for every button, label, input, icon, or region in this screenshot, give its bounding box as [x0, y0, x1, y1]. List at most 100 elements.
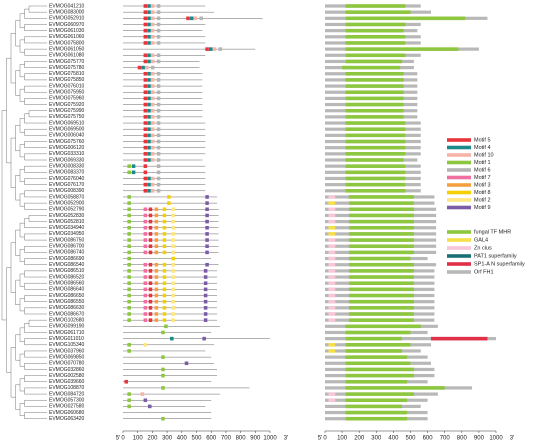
domain — [345, 324, 421, 329]
motif — [127, 238, 131, 242]
motif — [156, 170, 161, 175]
gene-name: EVMOG052900 — [49, 200, 85, 206]
gene-name: EVMOG032860 — [49, 367, 85, 373]
motif — [143, 158, 148, 162]
motif — [143, 22, 148, 27]
gene-name: EVMOG075850 — [49, 77, 85, 83]
motif — [171, 244, 176, 249]
axis-tick-label: 1000 — [263, 436, 277, 442]
legend-swatch — [447, 246, 471, 250]
motif — [127, 232, 131, 236]
motif — [171, 238, 176, 242]
motif — [127, 299, 131, 304]
motif — [205, 201, 209, 205]
motif — [147, 127, 151, 131]
gene-name: EVMOG086650 — [49, 293, 85, 299]
motif — [150, 145, 155, 150]
domain — [348, 275, 414, 279]
motif — [148, 213, 153, 218]
axis-tick-label: 200 — [147, 436, 158, 442]
gene-name: EVMOG075760 — [49, 139, 85, 145]
motif — [205, 219, 209, 224]
motif — [156, 28, 161, 33]
domain — [345, 416, 408, 421]
motif — [147, 133, 151, 138]
motif — [127, 312, 131, 316]
legend-label: Motif 9 — [474, 205, 491, 211]
motif — [203, 275, 208, 279]
legend-label: Motif 2 — [474, 197, 491, 203]
axis-tick-label: 1000 — [489, 436, 503, 442]
domain — [345, 71, 404, 76]
motif — [143, 176, 148, 181]
domain — [348, 262, 414, 267]
domain — [328, 207, 336, 212]
legend-swatch — [447, 190, 471, 195]
motif — [143, 207, 148, 212]
motif — [143, 35, 148, 39]
legend-label: Motif 3 — [474, 182, 491, 188]
domain — [345, 176, 406, 181]
motif — [143, 115, 148, 119]
motif — [147, 145, 151, 150]
domain — [345, 139, 406, 144]
domain — [345, 410, 408, 415]
gene-name: EVMOG061030 — [49, 28, 85, 34]
motif — [150, 90, 155, 95]
motif — [143, 59, 148, 64]
axis-end-label: 3' — [284, 436, 288, 442]
gene-name: EVMOG086550 — [49, 299, 85, 305]
motif — [162, 312, 167, 316]
domain — [348, 250, 414, 255]
axis-tick-label: 600 — [206, 436, 217, 442]
motif — [161, 416, 165, 421]
gene-name: EVMOG041210 — [49, 3, 85, 9]
motif — [154, 232, 159, 236]
motif — [171, 312, 176, 316]
motif — [143, 133, 148, 138]
motif — [150, 152, 155, 156]
gene-name: EVMOG086510 — [49, 268, 85, 274]
domain — [345, 386, 445, 390]
motif — [150, 108, 155, 113]
axis-tick-label: 500 — [191, 436, 202, 442]
motif — [143, 90, 148, 95]
domain — [345, 90, 404, 95]
motif — [143, 189, 148, 193]
domain — [348, 219, 414, 224]
domain — [328, 219, 336, 224]
domain — [348, 207, 414, 212]
motif — [156, 145, 161, 150]
motif — [156, 84, 161, 88]
domain — [328, 343, 336, 347]
motif — [143, 121, 148, 125]
motif — [148, 287, 153, 292]
motif — [154, 275, 159, 279]
motif — [156, 102, 161, 107]
motif — [154, 207, 159, 212]
motif — [171, 232, 176, 236]
gene-name: EVMOG086750 — [49, 237, 85, 243]
motif — [154, 299, 159, 304]
legend-label: Motif 6 — [474, 167, 491, 173]
motif — [127, 404, 131, 409]
motif — [156, 59, 161, 64]
domain — [345, 361, 411, 366]
motif — [143, 4, 148, 8]
motif — [147, 59, 151, 64]
motif — [156, 127, 161, 131]
motif — [143, 219, 148, 224]
motif — [147, 404, 152, 409]
motif — [127, 195, 131, 199]
domain — [345, 84, 404, 88]
domain — [348, 293, 414, 298]
motif — [140, 392, 145, 396]
domain — [345, 145, 406, 150]
gene-name: EVMOG006040 — [49, 133, 85, 139]
domain — [348, 225, 414, 230]
motif — [143, 275, 148, 279]
motif — [143, 318, 148, 322]
domain — [328, 195, 336, 199]
legend-label: Orf FH1 — [474, 269, 494, 275]
gene-name: EVMOG102680 — [49, 317, 85, 323]
